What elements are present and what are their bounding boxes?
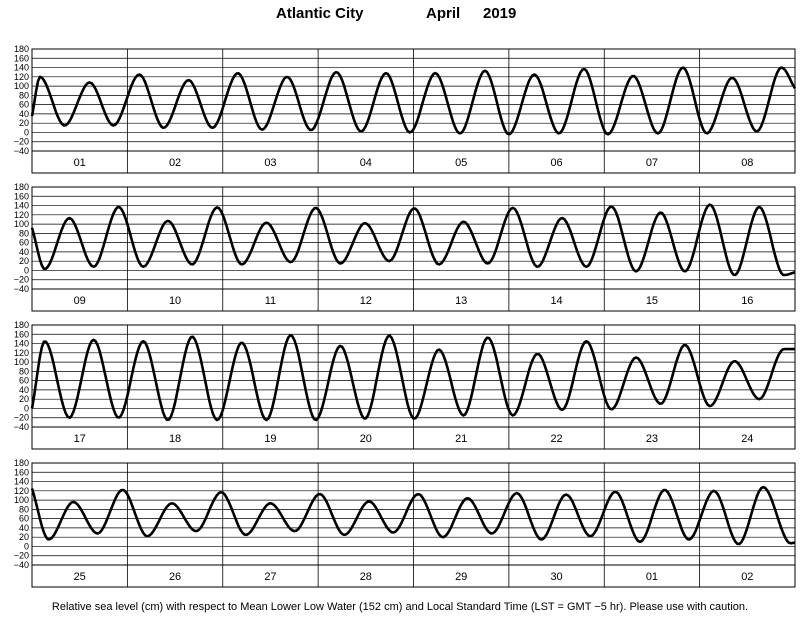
day-label: 10 xyxy=(169,295,181,307)
title-year: 2019 xyxy=(483,5,517,22)
day-label: 11 xyxy=(265,295,276,307)
day-label: 16 xyxy=(741,295,753,307)
y-tick-label: −20 xyxy=(14,413,29,423)
panel-frame xyxy=(31,324,796,450)
y-tick-label: 180 xyxy=(14,44,29,54)
day-label: 25 xyxy=(74,571,86,583)
day-label: 03 xyxy=(264,157,276,169)
y-tick-label: −20 xyxy=(14,137,29,147)
station-name: Atlantic City xyxy=(276,5,364,22)
y-tick-label: 20 xyxy=(19,256,29,266)
y-tick-label: 120 xyxy=(14,486,29,496)
y-tick-label: −40 xyxy=(14,560,29,570)
y-tick-label: 100 xyxy=(14,219,29,229)
day-label: 02 xyxy=(741,571,753,583)
panel-frame xyxy=(31,186,796,312)
day-label: 06 xyxy=(550,157,562,169)
y-tick-label: −40 xyxy=(14,422,29,432)
y-tick-label: −40 xyxy=(14,284,29,294)
y-tick-label: 160 xyxy=(14,467,29,477)
panel-frame xyxy=(31,462,796,588)
day-label: 19 xyxy=(264,433,276,445)
y-tick-label: −40 xyxy=(14,146,29,156)
day-label: 29 xyxy=(455,571,467,583)
y-tick-label: 180 xyxy=(14,182,29,192)
y-tick-label: 60 xyxy=(19,100,29,110)
day-label: 27 xyxy=(264,571,276,583)
y-tick-label: 140 xyxy=(14,339,29,349)
title-month: April xyxy=(426,5,461,22)
tide-series-line xyxy=(30,485,796,546)
day-label: 24 xyxy=(741,433,753,445)
y-tick-label: 160 xyxy=(14,53,29,63)
day-label: 17 xyxy=(74,433,86,445)
y-tick-label: 60 xyxy=(19,238,29,248)
y-tick-label: 20 xyxy=(19,394,29,404)
y-tick-label: 120 xyxy=(14,72,29,82)
y-tick-label: 40 xyxy=(19,247,29,257)
y-tick-label: 60 xyxy=(19,514,29,524)
y-tick-label: 140 xyxy=(14,201,29,211)
day-label: 18 xyxy=(169,433,181,445)
y-tick-label: 20 xyxy=(19,532,29,542)
day-label: 14 xyxy=(550,295,562,307)
tide-series-line xyxy=(30,334,795,422)
y-tick-label: 160 xyxy=(14,329,29,339)
y-tick-label: 100 xyxy=(14,81,29,91)
y-tick-label: 60 xyxy=(19,376,29,386)
y-tick-label: 40 xyxy=(19,523,29,533)
y-tick-label: 140 xyxy=(14,477,29,487)
y-tick-label: 180 xyxy=(14,320,29,330)
day-label: 22 xyxy=(550,433,562,445)
day-label: 30 xyxy=(550,571,562,583)
day-label: 21 xyxy=(455,433,467,445)
y-tick-label: 160 xyxy=(14,191,29,201)
y-tick-label: 80 xyxy=(19,90,29,100)
y-tick-label: 20 xyxy=(19,118,29,128)
day-label: 08 xyxy=(741,157,753,169)
chart-title: Atlantic City April 2019 xyxy=(0,5,800,27)
day-label: 01 xyxy=(646,571,658,583)
y-tick-label: 80 xyxy=(19,228,29,238)
y-tick-label: 180 xyxy=(14,458,29,468)
day-label: 13 xyxy=(455,295,467,307)
y-tick-label: 80 xyxy=(19,366,29,376)
day-label: 26 xyxy=(169,571,181,583)
y-tick-label: −20 xyxy=(14,275,29,285)
y-tick-label: −20 xyxy=(14,551,29,561)
y-tick-label: 120 xyxy=(14,210,29,220)
y-tick-label: 0 xyxy=(24,265,29,275)
y-tick-label: 0 xyxy=(24,541,29,551)
day-label: 23 xyxy=(646,433,658,445)
day-label: 05 xyxy=(455,157,467,169)
y-tick-label: 120 xyxy=(14,348,29,358)
day-label: 15 xyxy=(646,295,658,307)
y-tick-label: 80 xyxy=(19,504,29,514)
y-tick-label: 0 xyxy=(24,403,29,413)
y-tick-label: 0 xyxy=(24,127,29,137)
y-tick-label: 100 xyxy=(14,357,29,367)
y-tick-label: 40 xyxy=(19,109,29,119)
day-label: 01 xyxy=(74,157,86,169)
y-tick-label: 100 xyxy=(14,495,29,505)
y-tick-label: 40 xyxy=(19,385,29,395)
day-label: 02 xyxy=(169,157,181,169)
day-label: 20 xyxy=(360,433,372,445)
day-label: 07 xyxy=(646,157,658,169)
day-label: 28 xyxy=(360,571,372,583)
chart-caption: Relative sea level (cm) with respect to … xyxy=(51,601,749,613)
tide-series-line xyxy=(30,203,796,277)
day-label: 12 xyxy=(360,295,372,307)
tide-series-line xyxy=(30,66,797,136)
day-label: 09 xyxy=(74,295,86,307)
day-label: 04 xyxy=(360,157,372,169)
y-tick-label: 140 xyxy=(14,63,29,73)
